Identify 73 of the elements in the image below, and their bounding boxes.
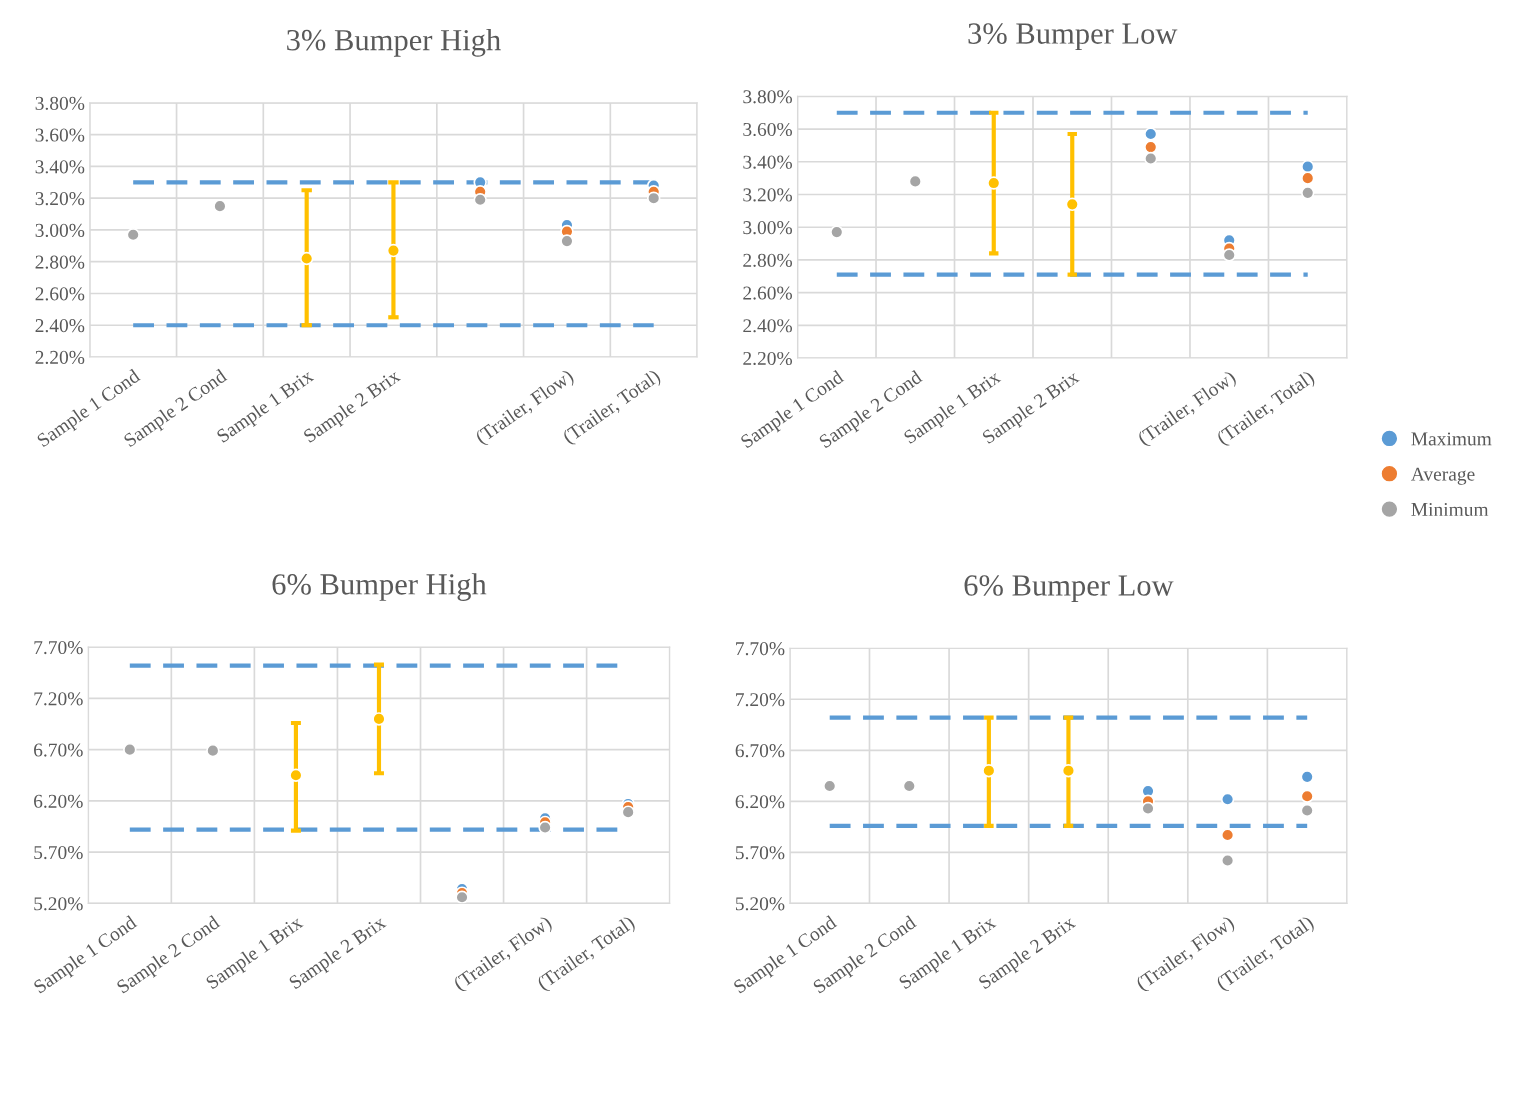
point (1144, 127, 1158, 141)
y-tick-label: 5.70% (34, 845, 83, 860)
point (987, 176, 1001, 190)
legend-label: Maximum (1411, 432, 1492, 446)
point (1144, 151, 1158, 166)
point (1300, 789, 1314, 803)
point (1300, 186, 1315, 200)
y-tick-label: 7.70% (34, 640, 83, 655)
y-tick-label: 5.20% (735, 897, 785, 911)
point (902, 779, 917, 793)
y-tick-label: 3.80% (35, 96, 85, 110)
y-tick-label: 6.20% (735, 795, 785, 809)
y-tick-label: 5.20% (34, 897, 83, 911)
y-tick-label: 6.70% (735, 744, 785, 758)
point (455, 890, 469, 904)
y-tick-label: 3.60% (35, 128, 85, 142)
y-tick-label: 7.20% (34, 692, 83, 706)
point (646, 191, 661, 205)
point (1300, 770, 1314, 784)
point (1144, 140, 1158, 154)
y-tick-label: 2.40% (743, 319, 792, 333)
point (213, 199, 227, 213)
point (1141, 801, 1155, 816)
point (908, 174, 923, 189)
y-tick-label: 3.40% (743, 155, 792, 169)
y-tick-label: 7.20% (736, 693, 785, 707)
y-tick-label: 2.40% (35, 319, 85, 333)
y-tick-label: 2.60% (743, 286, 792, 300)
y-tick-label: 2.80% (743, 253, 792, 267)
point (1220, 853, 1235, 868)
point (1300, 803, 1314, 818)
y-tick-label: 6.20% (34, 794, 83, 808)
legend-label: Minimum (1411, 502, 1489, 517)
point (982, 763, 996, 778)
point (289, 768, 303, 782)
point (822, 779, 837, 793)
y-tick-label: 3.00% (35, 223, 85, 237)
y-tick-label: 7.70% (736, 642, 785, 656)
point (299, 251, 314, 266)
point (206, 743, 220, 758)
point (1220, 828, 1235, 842)
point (1300, 171, 1315, 185)
y-tick-label: 2.20% (35, 350, 85, 364)
point (1061, 763, 1076, 778)
y-tick-label: 6.70% (34, 743, 83, 757)
point (372, 712, 386, 726)
y-tick-label: 3.60% (743, 122, 792, 137)
y-tick-label: 3.80% (743, 90, 792, 104)
point (1065, 197, 1079, 212)
point (123, 742, 137, 757)
y-tick-label: 3.00% (743, 221, 792, 235)
y-tick-label: 3.40% (35, 160, 85, 174)
point (621, 805, 635, 819)
y-tick-label: 3.20% (743, 188, 792, 202)
y-tick-label: 5.70% (735, 846, 785, 860)
point (1220, 792, 1235, 807)
y-tick-label: 3.20% (35, 192, 85, 206)
chart-title: 3% Bumper Low (968, 23, 1178, 51)
y-tick-label: 2.20% (743, 351, 792, 366)
point (1222, 248, 1236, 262)
point (560, 234, 574, 248)
point (1300, 159, 1315, 174)
chart-title: 3% Bumper High (287, 28, 501, 57)
point (473, 193, 487, 207)
chart-title: 6% Bumper High (272, 573, 487, 601)
point (538, 820, 552, 835)
y-tick-label: 2.60% (35, 287, 85, 301)
point (386, 243, 401, 258)
legend-label: Average (1410, 467, 1475, 485)
chart-title: 6% Bumper Low (964, 575, 1174, 602)
point (830, 225, 844, 239)
y-tick-label: 2.80% (35, 255, 85, 269)
point (126, 227, 140, 242)
